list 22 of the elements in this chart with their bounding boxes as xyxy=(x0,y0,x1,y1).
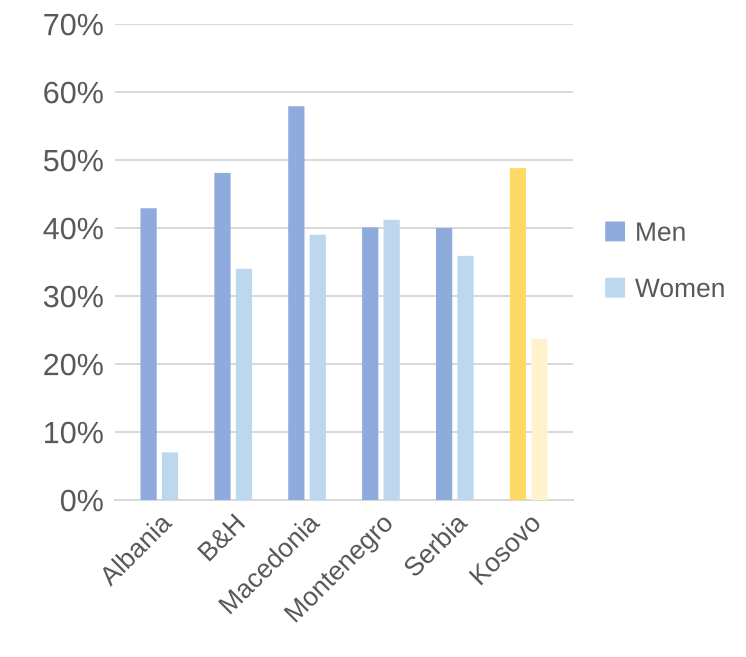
y-tick-label: 50% xyxy=(44,150,103,172)
legend-label: Men xyxy=(637,222,685,241)
y-tick-label: 40% xyxy=(43,218,103,240)
bar xyxy=(214,172,231,500)
y-tick-label: 70% xyxy=(44,14,103,36)
y-tick-label: 0% xyxy=(60,490,103,512)
bar xyxy=(384,220,400,500)
bar xyxy=(236,268,252,500)
y-tick-label: 30% xyxy=(44,286,103,308)
bar xyxy=(310,234,326,500)
bar xyxy=(510,168,526,500)
bar xyxy=(531,338,548,500)
bar xyxy=(288,106,304,500)
bar xyxy=(140,208,157,500)
bar xyxy=(162,452,178,500)
y-tick-label: 10% xyxy=(45,422,103,444)
bar xyxy=(362,227,378,500)
y-tick-label: 20% xyxy=(44,354,103,376)
bar xyxy=(457,256,474,500)
legend-label: Women xyxy=(635,278,724,298)
y-tick-label: 60% xyxy=(44,82,103,104)
bar xyxy=(436,228,452,500)
